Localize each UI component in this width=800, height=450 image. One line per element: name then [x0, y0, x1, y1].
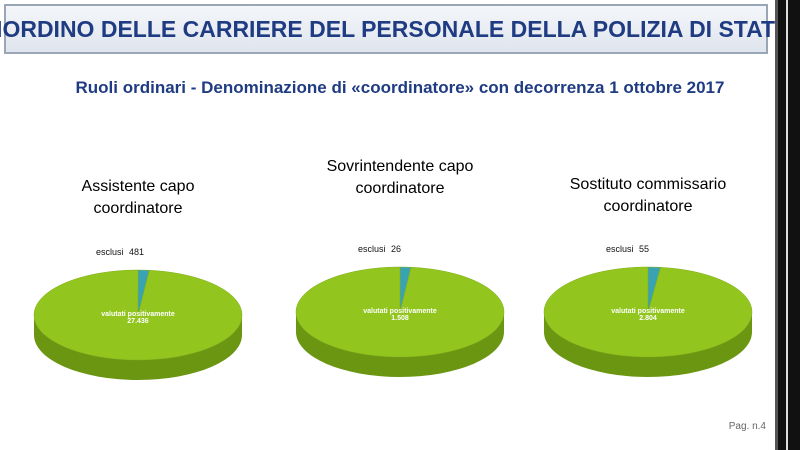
slice-value: 55	[639, 244, 650, 254]
slice-value: 481	[129, 247, 145, 257]
slice-label: valutati positivamente	[363, 308, 437, 315]
pie-title: Assistente capo coordinatore	[81, 178, 195, 217]
slice-label: valutati positivamente	[101, 311, 175, 318]
slice-label: esclusi	[606, 244, 634, 254]
pie-side	[34, 315, 242, 380]
pie-slice	[33, 269, 243, 361]
edge-line	[786, 0, 788, 450]
slice-value: 2.804	[639, 315, 657, 322]
slice-label: esclusi	[96, 247, 124, 257]
slice-label: valutati positivamente	[611, 308, 685, 315]
pie-title: Sostituto commissario coordinatore	[569, 176, 727, 215]
slide-title: RIORDINO DELLE CARRIERE DEL PERSONALE DE…	[0, 15, 793, 42]
pie-side	[544, 312, 752, 377]
pie-slice	[295, 266, 505, 358]
pie-slice	[543, 266, 753, 358]
slice-label: esclusi	[358, 244, 386, 254]
slice-value: 26	[391, 244, 402, 254]
page-number: Pag. n.4	[728, 421, 766, 432]
edge-strip	[775, 0, 800, 450]
slice-value: 1.508	[391, 315, 409, 322]
header: RIORDINO DELLE CARRIERE DEL PERSONALE DE…	[0, 4, 793, 54]
pie-title: Sovrintendente capo coordinatore	[326, 158, 474, 197]
slide-subtitle: Ruoli ordinari - Denominazione di «coord…	[75, 78, 725, 97]
pie-side	[296, 312, 504, 377]
slice-value: 27.436	[127, 318, 149, 325]
